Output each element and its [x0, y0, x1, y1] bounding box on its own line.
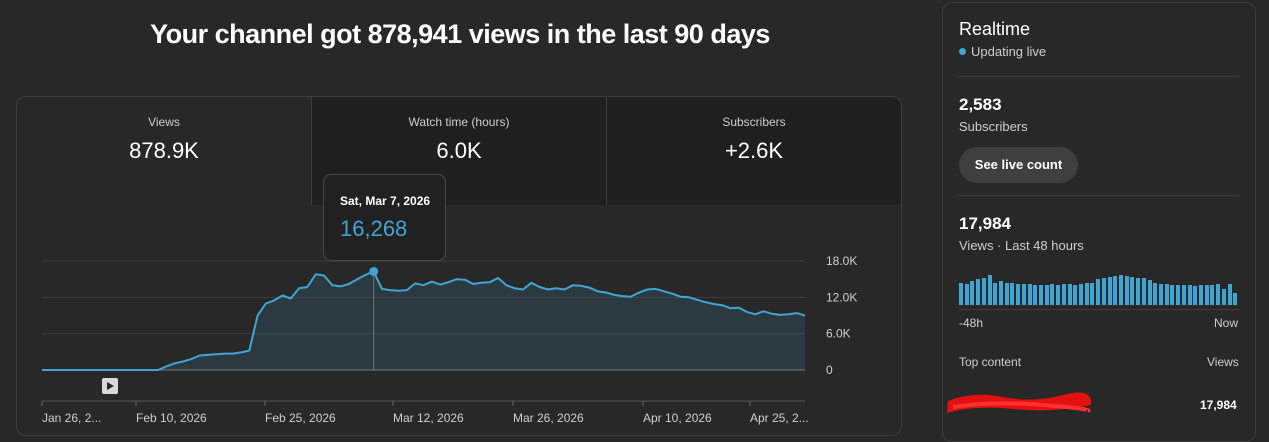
- x-tick-label: Apr 10, 2026: [643, 411, 712, 425]
- hourly-bar: [1193, 285, 1198, 305]
- top-content-label: Top content: [959, 355, 1022, 369]
- headline: Your channel got 878,941 views in the la…: [150, 19, 770, 49]
- hourly-bar: [1067, 283, 1072, 305]
- metric-label: Views: [148, 115, 180, 129]
- x-tick-label: Mar 26, 2026: [513, 411, 584, 425]
- hourly-bar: [1147, 280, 1152, 305]
- divider: [959, 309, 1239, 310]
- hourly-bar: [1159, 283, 1164, 305]
- hourly-bar: [1141, 278, 1146, 305]
- hourly-bar: [1101, 278, 1106, 305]
- hourly-bar: [1221, 288, 1226, 305]
- hourly-bar: [1010, 282, 1015, 305]
- hourly-bar: [1153, 282, 1158, 305]
- hourly-bar: [964, 283, 969, 305]
- hourly-bar: [1124, 276, 1129, 305]
- divider: [959, 195, 1239, 196]
- hourly-bar: [1233, 293, 1238, 305]
- hourly-bar: [1016, 283, 1021, 305]
- hourly-bar: [1113, 276, 1118, 305]
- y-tick-label: 12.0K: [826, 290, 857, 304]
- series-line: [42, 270, 806, 371]
- divider: [959, 76, 1239, 77]
- hourly-bar: [993, 282, 998, 305]
- x-tick-label: Feb 25, 2026: [265, 411, 336, 425]
- hourly-bar: [1079, 283, 1084, 305]
- hourly-bar: [1027, 283, 1032, 305]
- y-tick-label: 18.0K: [826, 254, 857, 268]
- hourly-bar: [1204, 284, 1209, 305]
- overview-card: Views 878.9K Watch time (hours) 6.0K Sub…: [16, 96, 902, 436]
- hourly-bar: [1073, 284, 1078, 305]
- redacted-content-title: [947, 392, 1092, 413]
- x-tick-label: Mar 12, 2026: [393, 411, 464, 425]
- x-tick-label: Feb 10, 2026: [136, 411, 207, 425]
- bars-axis-end: Now: [1214, 316, 1239, 330]
- hourly-bar: [1061, 283, 1066, 305]
- hourly-bar: [1084, 282, 1089, 305]
- hourly-bar: [999, 281, 1004, 305]
- series-area: [42, 271, 805, 370]
- hourly-bar: [1164, 283, 1169, 305]
- metric-tab-views[interactable]: Views 878.9K: [17, 97, 312, 205]
- hourly-bar: [976, 279, 981, 305]
- hourly-bar: [1090, 282, 1095, 305]
- hourly-bar: [1130, 277, 1135, 305]
- chart-tooltip: Sat, Mar 7, 2026 16,268: [323, 174, 446, 261]
- hourly-bar: [1107, 277, 1112, 305]
- tooltip-date: Sat, Mar 7, 2026: [340, 194, 431, 208]
- y-tick-label: 6.0K: [826, 327, 851, 341]
- hourly-bar: [1004, 282, 1009, 305]
- hourly-bar: [1187, 284, 1192, 305]
- hourly-bar: [1176, 284, 1181, 305]
- hourly-bar: [1044, 284, 1049, 305]
- hourly-bar: [1039, 284, 1044, 305]
- hourly-bar: [1119, 275, 1124, 305]
- realtime-views-label: Views · Last 48 hours: [959, 238, 1084, 253]
- top-content-views-header: Views: [1207, 355, 1239, 369]
- metric-value: 878.9K: [129, 138, 199, 163]
- play-icon: [107, 382, 114, 390]
- y-tick-label: 0: [826, 363, 833, 377]
- metric-label: Watch time (hours): [408, 115, 510, 129]
- subscriber-label: Subscribers: [959, 119, 1028, 134]
- metric-tabs: Views 878.9K Watch time (hours) 6.0K Sub…: [17, 97, 901, 205]
- hourly-bar: [1227, 283, 1232, 305]
- realtime-title: Realtime: [959, 19, 1031, 39]
- top-content-views: 17,984: [1200, 398, 1237, 412]
- hourly-bar: [987, 275, 992, 305]
- hourly-bar: [981, 278, 986, 305]
- x-tick-label: Jan 26, 2...: [42, 411, 101, 425]
- bars-axis-start: -48h: [959, 316, 984, 330]
- hourly-bar: [1210, 284, 1215, 305]
- views-chart[interactable]: 18.0K 12.0K 6.0K 0 Jan 26, 2... Feb 10, 2026 F…: [0, 0, 900, 432]
- hourly-bar: [1181, 284, 1186, 305]
- see-live-count-button[interactable]: See live count: [959, 147, 1078, 183]
- hourly-bar: [1056, 284, 1061, 305]
- live-status-text: Updating live: [971, 44, 1047, 59]
- metric-value: 6.0K: [436, 138, 482, 163]
- subscriber-count: 2,583: [959, 95, 1002, 114]
- live-dot-icon: [959, 48, 966, 55]
- realtime-panel: Realtime Updating live 2,583 Subscribers…: [942, 2, 1256, 442]
- live-status: Updating live: [959, 44, 1046, 59]
- hourly-bar: [970, 281, 975, 305]
- x-tick-label: Apr 25, 2...: [750, 411, 809, 425]
- hourly-bar: [1050, 283, 1055, 305]
- metric-label: Subscribers: [722, 115, 786, 129]
- metric-value: +2.6K: [724, 138, 784, 163]
- hourly-bar: [959, 282, 964, 305]
- hourly-bar: [1216, 283, 1221, 305]
- hourly-bar: [1021, 283, 1026, 305]
- hourly-bar: [1033, 284, 1038, 305]
- metric-tab-subscribers[interactable]: Subscribers +2.6K: [607, 97, 901, 205]
- hourly-bar: [1199, 284, 1204, 305]
- tooltip-value: 16,268: [340, 216, 408, 241]
- hourly-bar: [1170, 284, 1175, 305]
- hourly-bar: [1136, 278, 1141, 305]
- hourly-views-bars[interactable]: [959, 275, 1239, 305]
- hourly-bar: [1096, 279, 1101, 305]
- realtime-views-count: 17,984: [959, 214, 1011, 233]
- hover-point: [369, 266, 379, 276]
